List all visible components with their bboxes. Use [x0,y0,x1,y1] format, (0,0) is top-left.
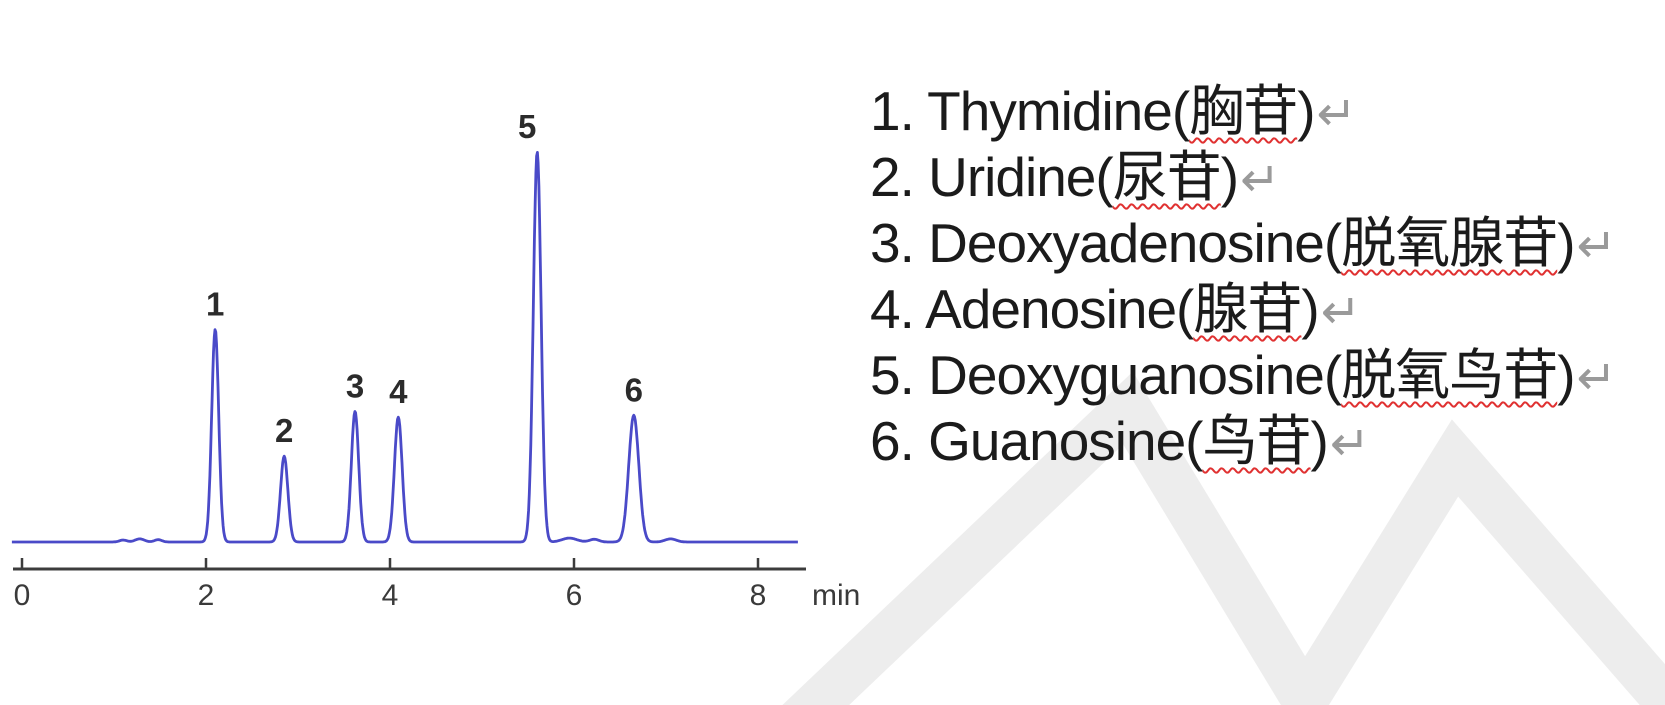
peak-number-label: 1 [206,285,224,322]
peak-number-label: 2 [275,412,293,449]
line-break-mark-icon: ↵ [1576,352,1617,405]
x-axis-unit-label: min [812,579,860,612]
close-paren: ) [1297,80,1315,142]
compound-name-chinese: 腺苷 [1193,278,1302,340]
peak-number-label: 6 [625,371,643,408]
line-break-mark-icon: ↵ [1240,154,1280,207]
line-break-mark-icon: ↵ [1320,286,1361,339]
compound-name: 1. Thymidine( [870,80,1190,142]
compound-name: 5. Deoxyguanosine( [870,344,1342,406]
peak-number-label: 3 [346,367,364,404]
close-paren: ) [1220,146,1239,208]
x-axis-tick-label: 4 [382,579,399,612]
compound-name-chinese: 脱氧腺苷 [1341,212,1558,274]
x-axis-tick-label: 0 [14,579,31,612]
compound-name-chinese: 胸苷 [1189,80,1298,142]
peak-number-label: 4 [389,373,408,410]
watermark-letter-m [782,371,1665,705]
list-item: 2. Uridine(尿苷)↵ [870,144,1616,210]
compound-name-chinese: 脱氧鸟苷 [1341,344,1558,406]
compound-name: 3. Deoxyadenosine( [870,212,1342,274]
chromatogram-trace [11,151,799,544]
line-break-mark-icon: ↵ [1316,88,1357,141]
close-paren: ) [1557,212,1575,274]
list-item: 6. Guanosine(鸟苷)↵ [870,408,1616,474]
list-item: 1. Thymidine(胸苷)↵ [870,78,1616,144]
compound-name-chinese: 尿苷 [1112,146,1222,208]
list-item: 3. Deoxyadenosine(脱氧腺苷)↵ [870,210,1617,276]
compound-name: 2. Uridine( [870,146,1114,208]
close-paren: ) [1310,410,1329,472]
close-paren: ) [1301,278,1319,340]
line-break-mark-icon: ↵ [1576,220,1617,273]
x-axis-tick-label: 6 [566,579,583,612]
compound-name: 6. Guanosine( [870,410,1203,472]
compound-name: 4. Adenosine( [870,278,1194,340]
compound-name-chinese: 鸟苷 [1202,410,1312,472]
close-paren: ) [1557,344,1575,406]
peak-number-label: 5 [518,108,536,145]
list-item: 4. Adenosine(腺苷)↵ [870,276,1616,342]
x-axis-tick-label: 8 [750,579,767,612]
compound-list: 1. Thymidine(胸苷)↵ 2. Uridine(尿苷)↵ 3. Deo… [870,78,1617,474]
list-item: 5. Deoxyguanosine(脱氧鸟苷)↵ [870,342,1617,408]
x-axis-tick-label: 2 [198,579,215,612]
line-break-mark-icon: ↵ [1329,418,1370,471]
